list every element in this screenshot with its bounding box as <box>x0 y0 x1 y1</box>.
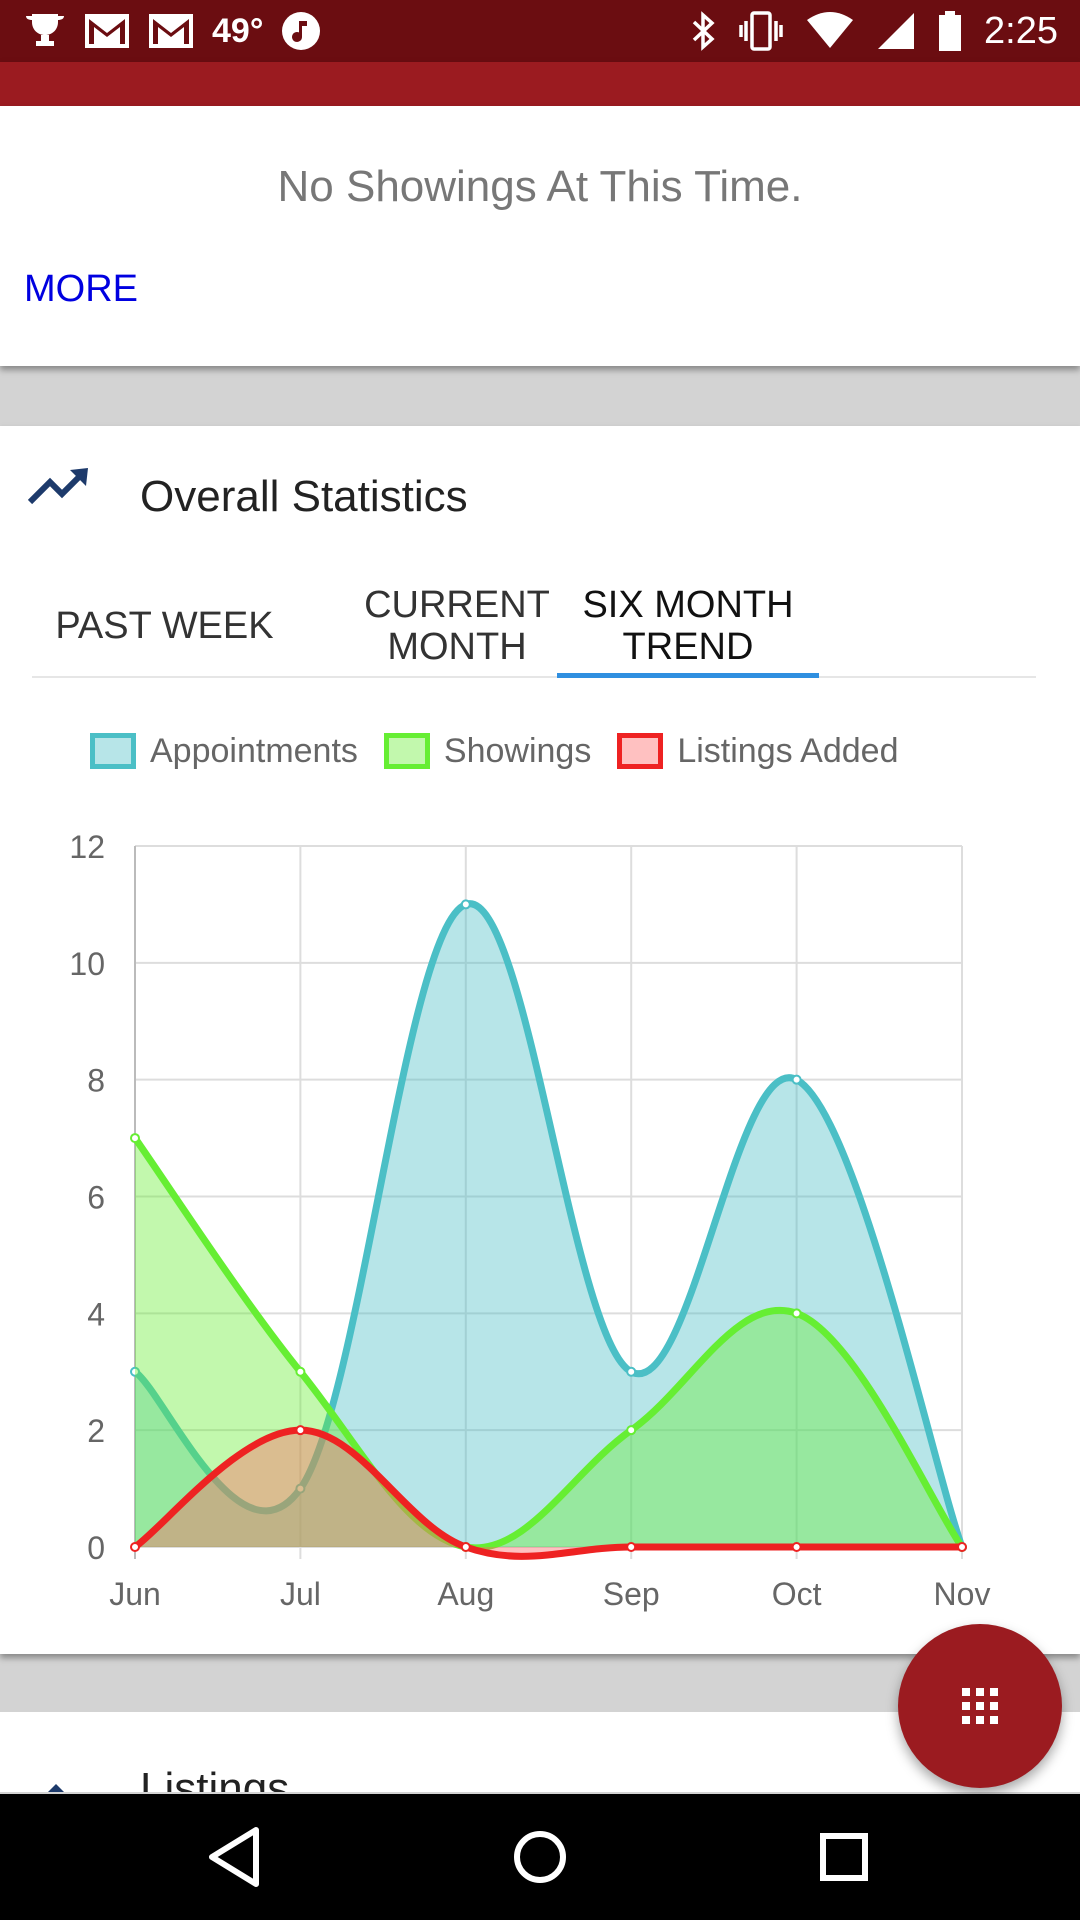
listings-added-point <box>957 1542 967 1552</box>
legend-label: Listings Added <box>677 731 899 770</box>
tab-past-week[interactable]: PAST WEEK <box>55 605 274 647</box>
wifi-icon <box>807 12 854 48</box>
x-tick-label: Jun <box>109 1576 161 1612</box>
y-tick-label: 2 <box>87 1413 105 1449</box>
six-month-trend-chart: 0 2 4 6 8 10 12 Jun Jul Aug Sep Oct Nov <box>69 829 991 1612</box>
appointments-point <box>791 1074 802 1085</box>
tab-six-month-trend[interactable]: SIX MONTH TREND <box>557 576 819 676</box>
y-tick-label: 10 <box>69 946 105 982</box>
clock-text: 2:25 <box>984 9 1058 52</box>
showings-point <box>791 1308 802 1319</box>
appointments-point <box>295 1483 306 1494</box>
listings-icon <box>40 1784 72 1792</box>
listings-added-line <box>132 1426 962 1560</box>
bluetooth-icon <box>692 11 715 51</box>
music-icon <box>282 12 321 50</box>
y-tick-label: 0 <box>87 1530 105 1566</box>
gmail-icon <box>149 14 193 48</box>
chart-legend: Appointments Showings Listings Added <box>90 726 925 776</box>
appointments-point <box>626 1366 637 1377</box>
legend-showings[interactable]: Showings <box>383 731 592 771</box>
gmail-icon <box>85 14 129 48</box>
trophy-icon <box>26 14 64 46</box>
y-tick-label: 4 <box>87 1296 105 1332</box>
legend-swatch <box>383 733 430 769</box>
tab-six-month-trend-label: SIX MONTH TREND <box>582 584 794 668</box>
statistics-title: Overall Statistics <box>140 472 468 521</box>
overall-statistics-card: Overall Statistics PAST WEEK CURRENT MON… <box>0 426 1080 1654</box>
x-tick-label: Aug <box>437 1576 494 1612</box>
showings-point <box>295 1366 306 1377</box>
app-bar <box>0 62 1080 106</box>
listings-added-point <box>130 1542 140 1552</box>
tab-current-month-label: CURRENT MONTH <box>364 584 550 668</box>
grid-menu-icon <box>962 1688 998 1724</box>
legend-label: Appointments <box>150 731 358 770</box>
listings-title: Listings <box>140 1764 290 1792</box>
x-tick-label: Nov <box>934 1576 991 1612</box>
legend-appointments[interactable]: Appointments <box>90 732 358 771</box>
battery-icon <box>939 11 962 51</box>
no-showings-message: No Showings At This Time. <box>277 162 803 211</box>
home-icon[interactable] <box>500 1822 580 1892</box>
y-tick-label: 12 <box>69 829 105 865</box>
back-icon[interactable] <box>196 1822 276 1892</box>
legend-label: Showings <box>443 731 592 770</box>
temperature-text: 49° <box>212 11 264 50</box>
x-tick-label: Sep <box>603 1576 660 1612</box>
tab-current-month[interactable]: CURRENT MONTH <box>312 576 602 676</box>
fab-menu-button[interactable] <box>898 1624 1062 1788</box>
showings-card: No Showings At This Time. MORE <box>0 106 1080 366</box>
status-bar: 49° 2:25 <box>0 0 1080 62</box>
showings-line <box>132 1136 965 1552</box>
statistics-header: Overall Statistics <box>0 426 1080 566</box>
trending-up-icon <box>28 468 88 505</box>
listings-added-point <box>791 1542 802 1552</box>
listings-added-point <box>295 1425 306 1436</box>
signal-icon <box>878 13 915 49</box>
appointments-area <box>135 903 962 1547</box>
x-tick-label: Oct <box>772 1576 822 1612</box>
legend-swatch <box>617 733 664 769</box>
y-tick-label: 6 <box>87 1180 105 1216</box>
recents-icon[interactable] <box>804 1822 884 1892</box>
appointments-point <box>460 899 471 910</box>
active-tab-indicator <box>557 673 819 678</box>
listings-added-point <box>460 1542 471 1552</box>
navigation-bar <box>0 1794 1080 1920</box>
x-tick-label: Jul <box>280 1576 321 1612</box>
statistics-tabs: PAST WEEK CURRENT MONTH SIX MONTH TREND <box>32 576 1036 678</box>
more-link[interactable]: MORE <box>24 268 138 310</box>
legend-swatch <box>90 733 136 769</box>
legend-listings-added[interactable]: Listings Added <box>617 731 899 771</box>
showings-point <box>626 1425 637 1436</box>
listings-added-point <box>626 1542 637 1552</box>
y-tick-label: 8 <box>87 1063 105 1099</box>
listings-added-area <box>135 1430 962 1557</box>
vibrate-icon <box>739 11 783 51</box>
appointments-point <box>130 1366 140 1377</box>
showings-point <box>130 1133 140 1144</box>
